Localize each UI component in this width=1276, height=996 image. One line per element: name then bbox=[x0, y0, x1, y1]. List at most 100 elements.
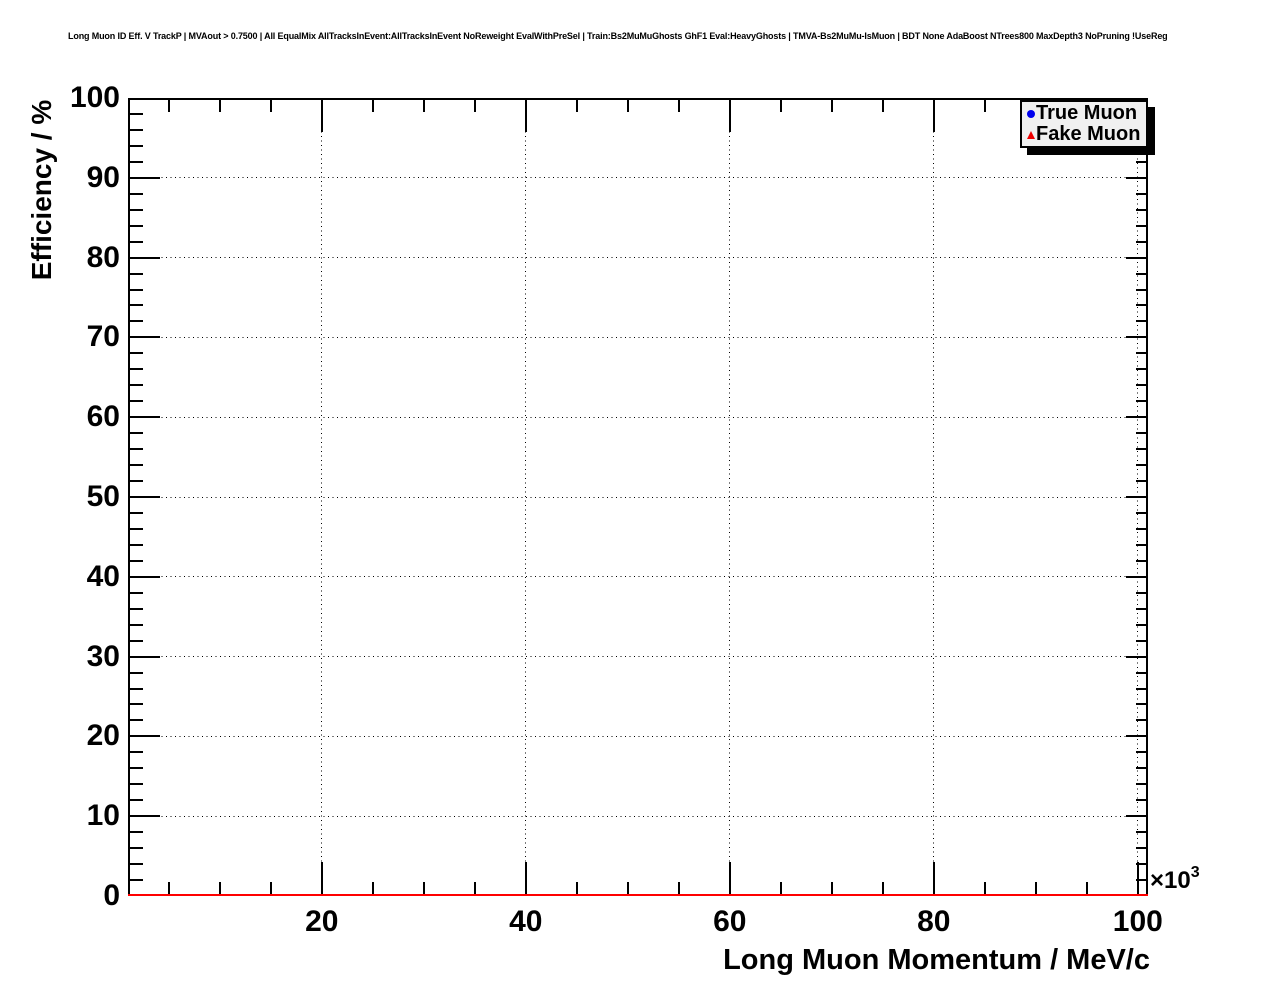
y-minor-tick bbox=[130, 128, 143, 131]
x-minor-tick bbox=[1034, 882, 1037, 894]
x-minor-tick bbox=[167, 882, 170, 894]
y-minor-tick bbox=[130, 448, 143, 451]
plot-frame-border bbox=[128, 98, 1148, 896]
y-minor-tick-right bbox=[1136, 767, 1146, 770]
y-major-tick bbox=[130, 815, 160, 818]
y-major-tick bbox=[130, 735, 160, 738]
x-minor-tick bbox=[575, 882, 578, 894]
y-major-tick-right bbox=[1126, 575, 1146, 578]
y-minor-tick bbox=[130, 703, 143, 706]
y-minor-tick bbox=[130, 320, 143, 323]
y-minor-tick bbox=[130, 751, 143, 754]
y-minor-tick bbox=[130, 208, 143, 211]
y-tick-label: 40 bbox=[86, 559, 120, 593]
y-minor-tick-right bbox=[1136, 607, 1146, 610]
y-major-tick-right bbox=[1126, 815, 1146, 818]
y-tick-label: 100 bbox=[69, 81, 120, 114]
y-minor-tick bbox=[130, 639, 143, 642]
y-minor-tick-right bbox=[1136, 400, 1146, 403]
y-minor-tick-right bbox=[1136, 703, 1146, 706]
x-minor-tick-top bbox=[881, 100, 884, 112]
y-minor-tick bbox=[130, 591, 143, 594]
x-minor-tick bbox=[422, 882, 425, 894]
y-tick-label: 0 bbox=[103, 879, 120, 912]
y-minor-tick-right bbox=[1136, 160, 1146, 163]
y-minor-tick-right bbox=[1136, 623, 1146, 626]
y-minor-tick-right bbox=[1136, 368, 1146, 371]
y-minor-tick bbox=[130, 623, 143, 626]
x-tick-label: 20 bbox=[305, 905, 339, 938]
y-minor-tick bbox=[130, 879, 143, 882]
y-major-tick-right bbox=[1126, 496, 1146, 498]
y-minor-tick bbox=[130, 160, 143, 163]
x-major-tick-top bbox=[728, 100, 731, 132]
x-tick-label: 100 bbox=[1112, 905, 1163, 938]
x-minor-tick-top bbox=[830, 100, 833, 112]
plot-title: Long Muon ID Eff. V TrackP | MVAout > 0.… bbox=[68, 31, 1168, 41]
x-major-tick-top bbox=[524, 100, 527, 132]
x-minor-tick bbox=[1085, 882, 1088, 894]
y-major-tick-right bbox=[1126, 256, 1146, 259]
y-minor-tick bbox=[130, 144, 143, 147]
legend-entry-fake-muon: Fake Muon bbox=[1025, 124, 1144, 145]
y-major-tick bbox=[130, 575, 160, 578]
y-minor-tick-right bbox=[1136, 543, 1146, 546]
true-muon-circle-marker-icon bbox=[1026, 109, 1035, 118]
y-major-tick bbox=[130, 416, 160, 419]
y-minor-tick-right bbox=[1136, 464, 1146, 467]
y-minor-tick bbox=[130, 687, 143, 690]
y-minor-tick-right bbox=[1136, 480, 1146, 483]
y-minor-tick-right bbox=[1136, 719, 1146, 722]
legend-label: True Muon bbox=[1036, 102, 1138, 124]
y-minor-tick bbox=[130, 671, 143, 674]
y-tick-label: 30 bbox=[86, 639, 120, 673]
y-grid-line bbox=[130, 656, 1146, 658]
y-minor-tick bbox=[130, 607, 143, 610]
x-tick-label: 80 bbox=[917, 905, 951, 938]
y-tick-label: 20 bbox=[86, 719, 120, 753]
x-minor-tick bbox=[983, 882, 986, 894]
y-grid-line bbox=[130, 496, 1146, 498]
y-minor-tick bbox=[130, 112, 143, 115]
x-axis-multiplier-base: ×10 bbox=[1150, 867, 1191, 894]
y-minor-tick bbox=[130, 543, 143, 546]
y-tick-label: 50 bbox=[86, 480, 120, 513]
y-grid-line bbox=[130, 576, 1146, 578]
y-minor-tick-right bbox=[1136, 448, 1146, 451]
y-minor-tick-right bbox=[1136, 671, 1146, 674]
y-minor-tick-right bbox=[1136, 687, 1146, 690]
y-minor-tick bbox=[130, 767, 143, 770]
x-axis-multiplier-exponent: 3 bbox=[1190, 864, 1200, 881]
x-major-tick-top bbox=[932, 100, 935, 132]
y-major-tick bbox=[130, 655, 160, 658]
y-minor-tick-right bbox=[1136, 879, 1146, 882]
y-minor-tick-right bbox=[1136, 847, 1146, 850]
y-minor-tick-right bbox=[1136, 863, 1146, 866]
y-minor-tick bbox=[130, 511, 143, 514]
plot-frame-layers bbox=[128, 98, 1148, 896]
y-minor-tick-right bbox=[1136, 831, 1146, 834]
y-minor-tick bbox=[130, 432, 143, 435]
y-minor-tick-right bbox=[1136, 799, 1146, 802]
y-major-tick-right bbox=[1126, 336, 1146, 339]
true-muon-marker-cell bbox=[1025, 109, 1036, 118]
y-minor-tick-right bbox=[1136, 272, 1146, 275]
y-minor-tick bbox=[130, 799, 143, 802]
legend-label: Fake Muon bbox=[1036, 123, 1141, 145]
y-minor-tick-right bbox=[1136, 288, 1146, 291]
x-minor-tick-top bbox=[473, 100, 476, 112]
zero-efficiency-line bbox=[128, 894, 1148, 896]
y-minor-tick bbox=[130, 192, 143, 195]
y-minor-tick-right bbox=[1136, 208, 1146, 211]
y-major-tick bbox=[130, 496, 160, 498]
y-minor-tick bbox=[130, 304, 143, 307]
legend: True Muon Fake Muon bbox=[1020, 100, 1155, 155]
y-minor-tick bbox=[130, 384, 143, 387]
y-minor-tick bbox=[130, 368, 143, 371]
x-minor-tick-top bbox=[626, 100, 629, 112]
y-major-tick bbox=[130, 176, 160, 179]
x-major-tick-top bbox=[320, 100, 323, 132]
x-minor-tick bbox=[473, 882, 476, 894]
y-minor-tick bbox=[130, 783, 143, 786]
y-tick-label: 10 bbox=[86, 799, 120, 833]
